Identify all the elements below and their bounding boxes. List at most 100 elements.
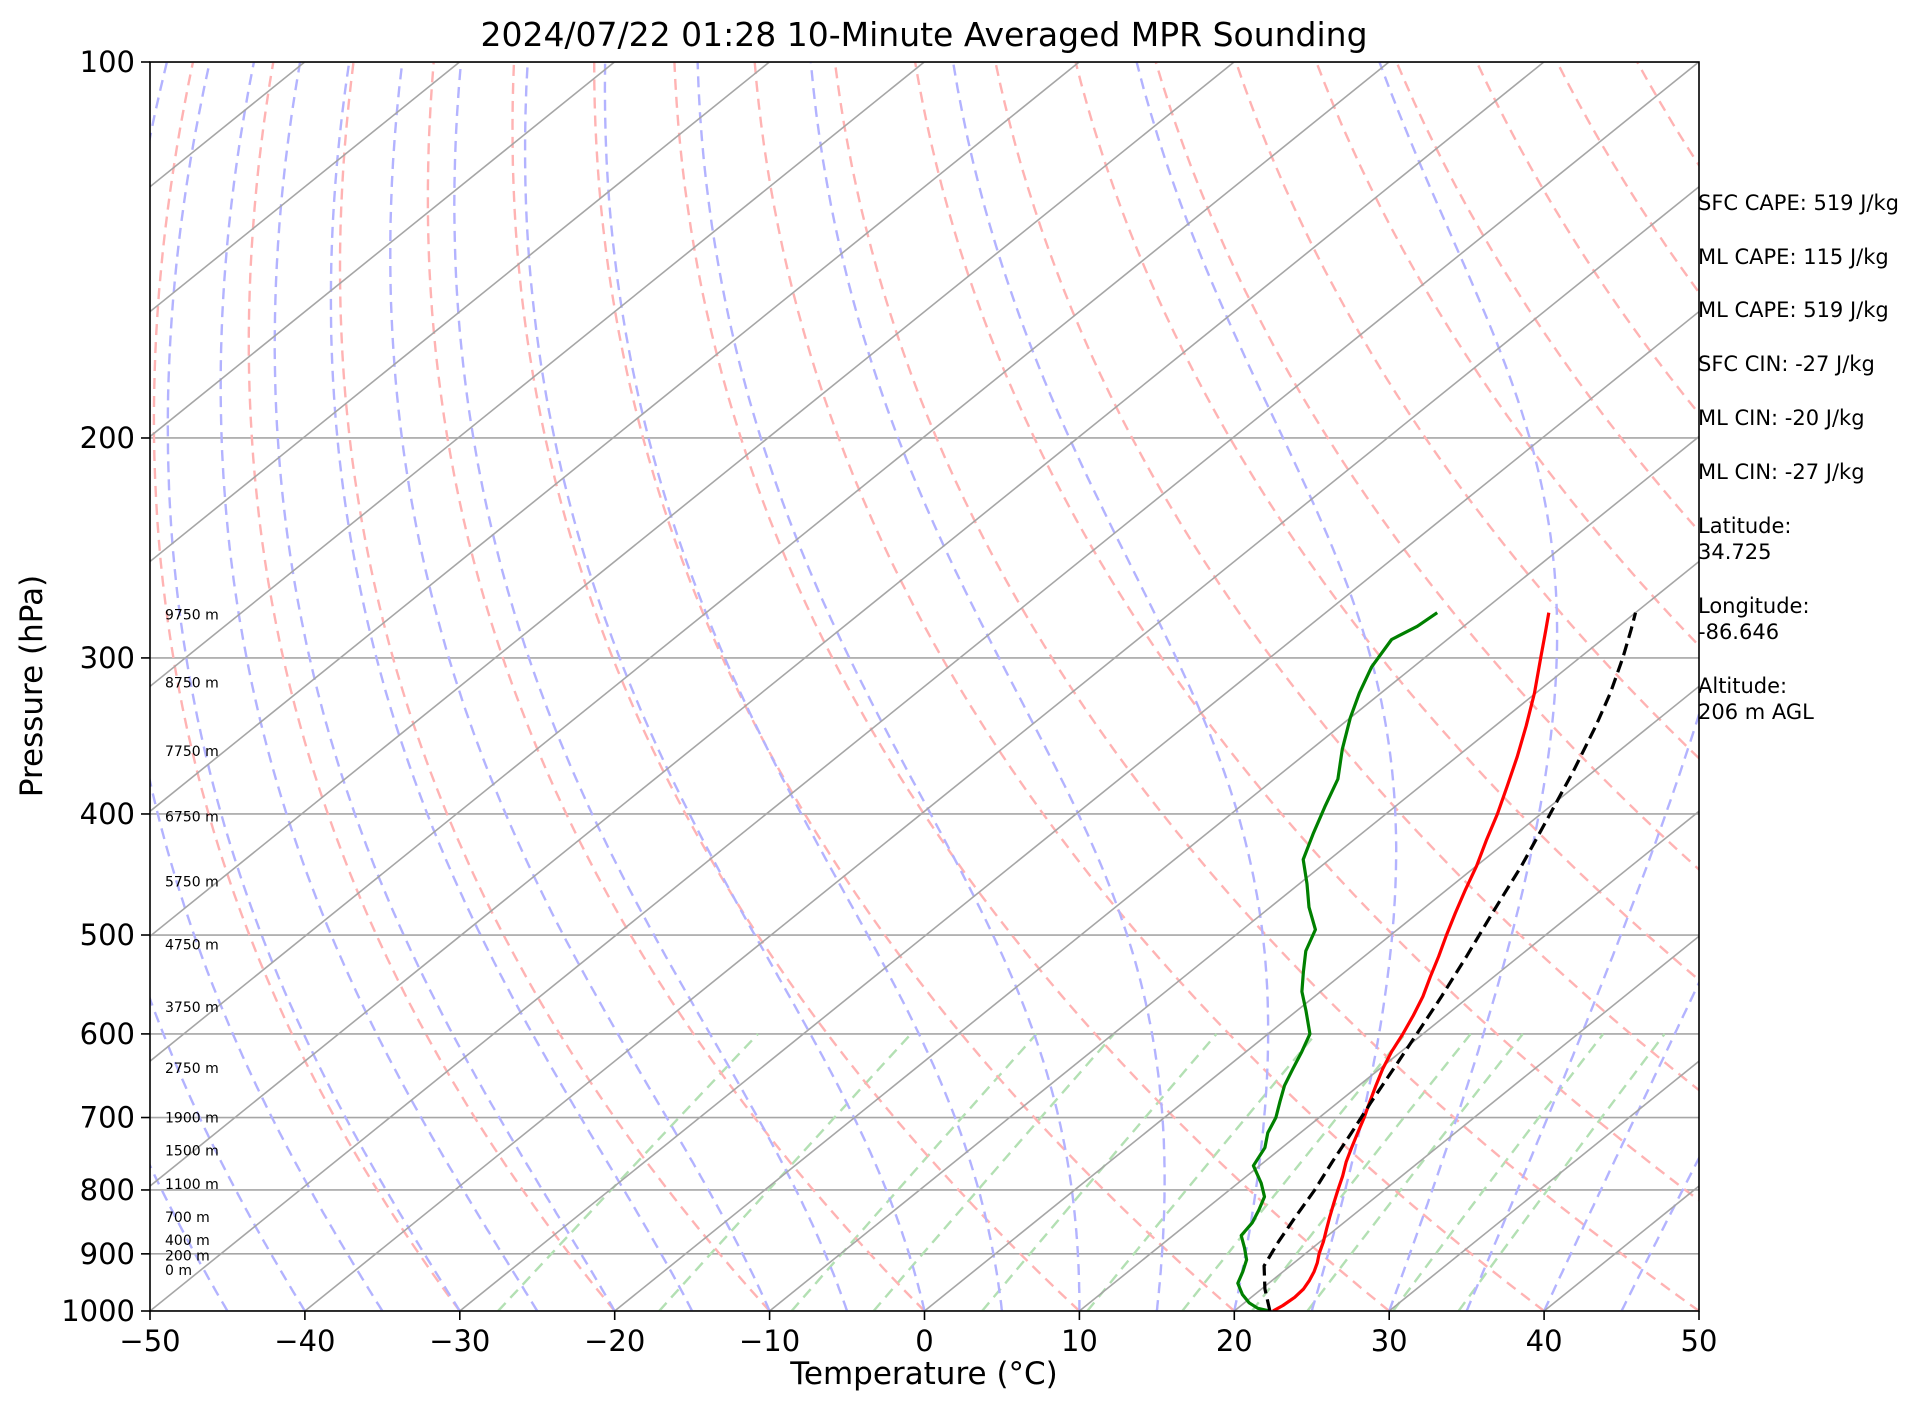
moist-adiabat-line <box>150 62 384 1311</box>
mixing-ratio-line <box>658 1033 912 1311</box>
dry-adiabat-line <box>1074 62 1699 982</box>
chart-title: 2024/07/22 01:28 10-Minute Averaged MPR … <box>480 15 1367 54</box>
x-tick-label: 20 <box>1216 1324 1253 1358</box>
isotherm-line <box>1078 810 1699 1311</box>
temperature-line <box>1272 612 1551 1311</box>
height-label: 400 m <box>165 1233 210 1249</box>
mixing-ratio-line <box>872 1033 1115 1311</box>
info-line: ML CIN: -27 J/kg <box>1698 460 1865 484</box>
x-tick-label: −50 <box>119 1324 180 1358</box>
x-tick-label: 0 <box>915 1324 933 1358</box>
isotherm-line <box>150 62 1545 1188</box>
isotherm-line <box>150 62 615 438</box>
mixing-ratio-line <box>1086 1033 1317 1311</box>
y-tick-label: 500 <box>80 918 135 952</box>
dry-adiabat-line <box>753 62 1545 1311</box>
isotherm-line <box>1388 1060 1699 1311</box>
moist-adiabat-line <box>273 62 616 1311</box>
y-tick-label: 200 <box>80 421 135 455</box>
moist-adiabat-line <box>150 1162 229 1311</box>
isotherm-line <box>150 62 1390 1063</box>
height-label: 4750 m <box>165 938 219 954</box>
isotherms <box>150 62 1699 1311</box>
isotherm-line <box>150 62 1699 1311</box>
y-tick-label: 400 <box>80 797 135 831</box>
height-label: 3750 m <box>165 1000 219 1016</box>
mixing-ratio-line <box>1181 1033 1407 1311</box>
info-line: ML CAPE: 519 J/kg <box>1698 298 1889 322</box>
dry-adiabat-line <box>1315 62 1699 648</box>
moist-adiabat-line <box>166 62 461 1311</box>
isotherm-line <box>150 62 770 563</box>
info-line: SFC CIN: -27 J/kg <box>1698 352 1875 376</box>
info-line: ML CIN: -20 J/kg <box>1698 406 1865 430</box>
x-tick-label: −30 <box>429 1324 490 1358</box>
y-tick-label: 900 <box>80 1237 135 1271</box>
mixing-ratio-line <box>790 1033 1038 1311</box>
moist-adiabat-line <box>1620 1155 1699 1311</box>
moist-adiabat-line <box>453 62 849 1311</box>
info-line: Latitude: 34.725 <box>1698 514 1792 564</box>
moist-adiabat-line <box>603 62 1004 1311</box>
height-label: 200 m <box>165 1249 210 1265</box>
y-tick-label: 300 <box>80 641 135 675</box>
height-label: 9750 m <box>165 608 219 624</box>
height-label: 1900 m <box>165 1111 219 1127</box>
dry-adiabat-line <box>1475 62 1699 416</box>
height-label: 8750 m <box>165 676 219 692</box>
height-label: 1100 m <box>165 1177 219 1193</box>
height-label: 6750 m <box>165 810 219 826</box>
isotherm-line <box>304 185 1699 1311</box>
height-label: 700 m <box>165 1210 210 1226</box>
x-tick-label: −10 <box>739 1324 800 1358</box>
mixing-ratio-line <box>981 1033 1218 1311</box>
mixing-ratio-line <box>1306 1033 1524 1311</box>
mixing-ratio-line <box>1392 1033 1605 1311</box>
moist-adiabat-line <box>219 62 539 1311</box>
mixing-ratio-lines <box>497 1033 1666 1311</box>
moist-adiabat-line <box>523 62 926 1311</box>
dry-adiabat-line <box>511 62 1081 1311</box>
isotherm-line <box>150 62 1235 938</box>
y-tick-label: 600 <box>80 1017 135 1051</box>
x-tick-label: 50 <box>1681 1324 1718 1358</box>
y-tick-label: 100 <box>80 45 135 79</box>
dry-adiabat-line <box>247 62 616 1311</box>
dry-adiabat-line <box>593 62 1236 1311</box>
dewpoint-line <box>1236 611 1439 1311</box>
plot-area <box>150 62 1699 1311</box>
moist-adiabat-line <box>389 62 771 1311</box>
moist-adiabat-line <box>1378 62 1559 1311</box>
height-label: 1500 m <box>165 1144 219 1160</box>
info-line: ML CAPE: 115 J/kg <box>1698 245 1889 269</box>
y-tick-label: 800 <box>80 1173 135 1207</box>
isotherm-line <box>150 62 461 313</box>
dry-adiabat-line <box>913 62 1699 1202</box>
info-line: Longitude: -86.646 <box>1698 594 1810 644</box>
x-axis-ticks: −50 −40 −30 −20 −10 0 10 20 30 40 50 <box>119 1311 1717 1358</box>
y-tick-label: 700 <box>80 1101 135 1135</box>
dry-adiabat-line <box>338 62 771 1311</box>
height-label: 2750 m <box>165 1061 219 1077</box>
isotherm-line <box>1233 935 1699 1311</box>
info-line: Altitude: 206 m AGL <box>1698 674 1814 724</box>
mixing-ratio-line <box>497 1033 759 1311</box>
isotherm-line <box>769 560 1699 1311</box>
mixing-ratio-line <box>1251 1033 1472 1311</box>
dry-adiabat-line <box>152 62 461 1311</box>
dry-adiabat-line <box>1234 62 1699 760</box>
dry-adiabat-line <box>426 62 926 1311</box>
moist-adiabat-line <box>1543 980 1699 1311</box>
parcel-profile-line <box>1262 612 1638 1311</box>
x-axis-label: Temperature (°C) <box>789 1356 1058 1392</box>
moist-adiabat-line <box>809 62 1166 1311</box>
moist-adiabat-line <box>1465 62 1699 1311</box>
height-label: 0 m <box>165 1263 192 1279</box>
dry-adiabat-line <box>994 62 1699 1092</box>
dry-adiabat-line <box>1555 62 1699 295</box>
x-tick-label: −40 <box>274 1324 335 1358</box>
sounding-series <box>1236 611 1638 1311</box>
y-axis-ticks: 100 200 300 400 500 600 700 800 900 1000 <box>61 45 150 1328</box>
isotherm-line <box>150 62 1080 813</box>
